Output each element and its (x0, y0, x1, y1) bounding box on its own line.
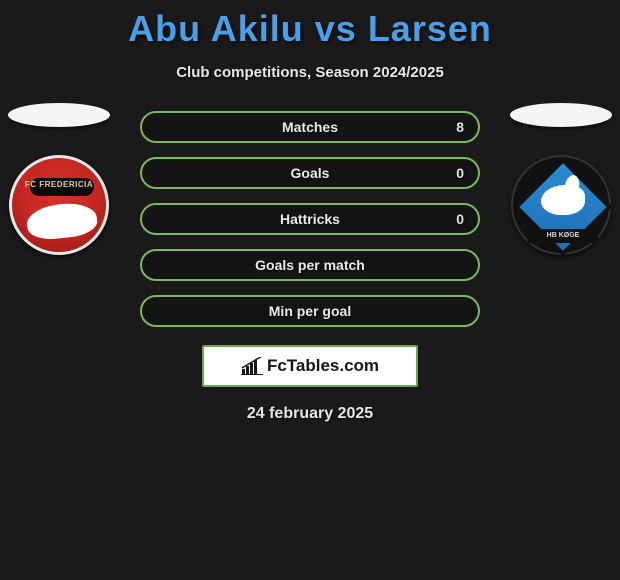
club-badge-right-banner: HB KØGE (528, 229, 598, 243)
stat-row-min-per-goal: Min per goal (140, 295, 480, 327)
brand-text: FcTables.com (267, 356, 379, 376)
date-label: 24 february 2025 (0, 405, 620, 423)
stat-row-hattricks: Hattricks 0 (140, 203, 480, 235)
stat-label: Goals per match (142, 257, 478, 273)
stat-row-goals-per-match: Goals per match (140, 249, 480, 281)
club-badge-right: HB KØGE (511, 155, 611, 255)
player-right-avatar (510, 103, 612, 127)
stat-label: Matches (142, 119, 478, 135)
player-right-slot: HB KØGE (506, 103, 616, 255)
comparison-panel: HB KØGE Matches 8 Goals 0 Hattricks 0 Go… (0, 111, 620, 423)
stat-right-value: 8 (456, 119, 464, 135)
stat-row-matches: Matches 8 (140, 111, 480, 143)
stat-label: Min per goal (142, 303, 478, 319)
brand-badge[interactable]: FcTables.com (202, 345, 418, 387)
stat-right-value: 0 (456, 211, 464, 227)
stat-label: Goals (142, 165, 478, 181)
player-left-slot (4, 103, 114, 255)
stat-row-goals: Goals 0 (140, 157, 480, 189)
page-title: Abu Akilu vs Larsen (0, 0, 620, 50)
stat-right-value: 0 (456, 165, 464, 181)
stat-label: Hattricks (142, 211, 478, 227)
player-left-avatar (8, 103, 110, 127)
stat-list: Matches 8 Goals 0 Hattricks 0 Goals per … (140, 111, 480, 327)
subtitle: Club competitions, Season 2024/2025 (0, 64, 620, 81)
bar-chart-icon (241, 357, 263, 375)
club-badge-left (9, 155, 109, 255)
